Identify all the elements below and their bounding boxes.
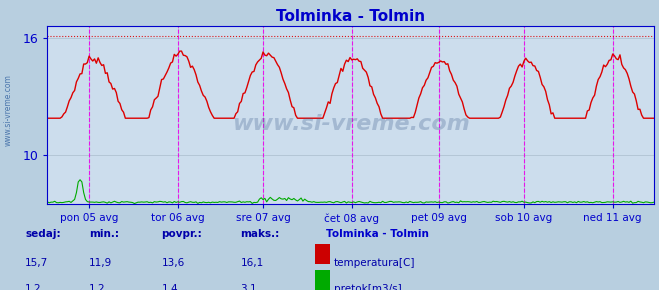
- Text: 1,2: 1,2: [89, 284, 105, 290]
- Text: 16,1: 16,1: [241, 258, 264, 268]
- Text: maks.:: maks.:: [241, 229, 280, 239]
- Text: 1,2: 1,2: [25, 284, 42, 290]
- Text: Tolminka - Tolmin: Tolminka - Tolmin: [326, 229, 429, 239]
- Text: min.:: min.:: [89, 229, 119, 239]
- Text: temperatura[C]: temperatura[C]: [334, 258, 416, 268]
- Text: 13,6: 13,6: [161, 258, 185, 268]
- Text: 3,1: 3,1: [241, 284, 257, 290]
- Title: Tolminka - Tolmin: Tolminka - Tolmin: [276, 8, 426, 23]
- Text: www.si-vreme.com: www.si-vreme.com: [3, 74, 13, 146]
- Text: sedaj:: sedaj:: [25, 229, 61, 239]
- Text: 15,7: 15,7: [25, 258, 48, 268]
- Text: 1,4: 1,4: [161, 284, 178, 290]
- Text: 11,9: 11,9: [89, 258, 112, 268]
- Text: pretok[m3/s]: pretok[m3/s]: [334, 284, 402, 290]
- Text: povpr.:: povpr.:: [161, 229, 202, 239]
- Text: www.si-vreme.com: www.si-vreme.com: [232, 114, 470, 134]
